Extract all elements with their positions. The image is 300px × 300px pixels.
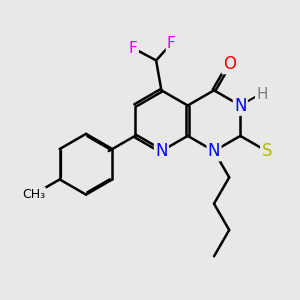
Text: N: N — [208, 142, 220, 160]
Text: O: O — [223, 55, 236, 73]
Text: F: F — [167, 36, 176, 51]
Text: F: F — [129, 41, 138, 56]
Text: CH₃: CH₃ — [22, 188, 45, 201]
Text: N: N — [234, 97, 247, 115]
Text: H: H — [256, 87, 268, 102]
Text: N: N — [155, 142, 168, 160]
Text: S: S — [261, 142, 272, 160]
